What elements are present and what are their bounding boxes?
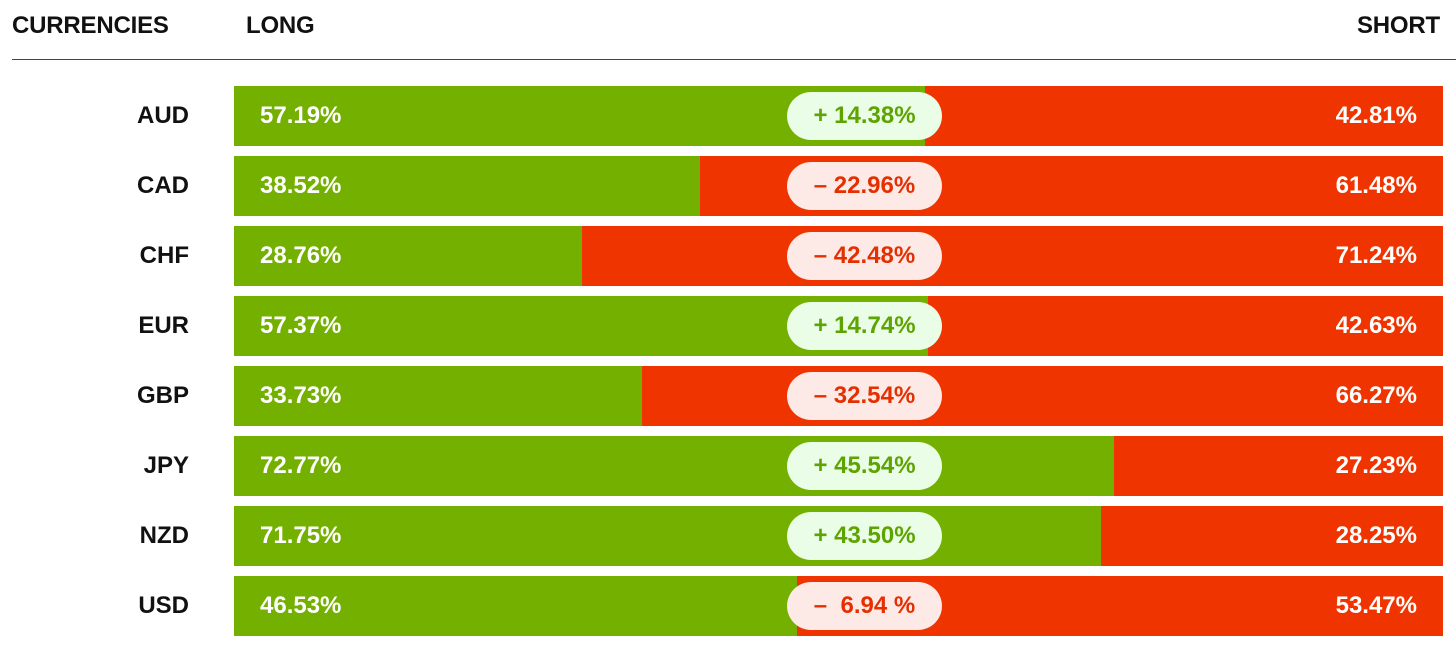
- currency-label: AUD: [137, 102, 189, 129]
- long-percent-label: 57.37%: [260, 312, 342, 339]
- short-percent-label: 28.25%: [1335, 522, 1417, 549]
- long-percent-label: 46.53%: [260, 592, 342, 619]
- long-column-header: LONG: [246, 12, 315, 39]
- long-percent-label: 72.77%: [260, 452, 342, 479]
- long-percent-label: 33.73%: [260, 382, 342, 409]
- currency-row: CAD 38.52% 61.48% – 22.96%: [0, 156, 1456, 216]
- short-column-header: SHORT: [1356, 12, 1440, 39]
- long-percent-label: 71.75%: [260, 522, 342, 549]
- long-bar-segment: [234, 156, 700, 216]
- short-percent-label: 53.47%: [1335, 592, 1417, 619]
- net-change-badge: – 32.54%: [787, 372, 942, 420]
- short-bar-segment: [1101, 506, 1443, 566]
- long-percent-label: 28.76%: [260, 242, 342, 269]
- stacked-bar: 38.52% 61.48% – 22.96%: [234, 156, 1443, 216]
- stacked-bar: 72.77% 27.23% + 45.54%: [234, 436, 1443, 496]
- short-percent-label: 42.81%: [1335, 102, 1417, 129]
- long-percent-label: 38.52%: [260, 172, 342, 199]
- currency-label: NZD: [139, 522, 189, 549]
- currency-row: USD 46.53% 53.47% – 6.94 %: [0, 576, 1456, 636]
- stacked-bar: 46.53% 53.47% – 6.94 %: [234, 576, 1443, 636]
- long-bar-segment: [234, 506, 1101, 566]
- net-change-badge: – 42.48%: [787, 232, 942, 280]
- currency-label: GBP: [136, 382, 189, 409]
- net-change-badge: + 43.50%: [787, 512, 942, 560]
- short-percent-label: 61.48%: [1335, 172, 1417, 199]
- currency-label: CAD: [137, 172, 189, 199]
- short-percent-label: 27.23%: [1335, 452, 1417, 479]
- short-percent-label: 42.63%: [1335, 312, 1417, 339]
- stacked-bar: 57.19% 42.81% + 14.38%: [234, 86, 1443, 146]
- currency-label: EUR: [138, 312, 189, 339]
- long-bar-segment: [234, 366, 642, 426]
- net-change-badge: + 14.74%: [787, 302, 942, 350]
- stacked-bar: 28.76% 71.24% – 42.48%: [234, 226, 1443, 286]
- short-percent-label: 71.24%: [1335, 242, 1417, 269]
- short-bar-segment: [925, 86, 1443, 146]
- currency-label: CHF: [139, 242, 189, 269]
- currency-label: JPY: [143, 452, 189, 479]
- long-percent-label: 57.19%: [260, 102, 342, 129]
- short-bar-segment: [582, 226, 1443, 286]
- short-percent-label: 66.27%: [1335, 382, 1417, 409]
- short-bar-segment: [928, 296, 1443, 356]
- currency-row: EUR 57.37% 42.63% + 14.74%: [0, 296, 1456, 356]
- net-change-badge: – 6.94 %: [787, 582, 942, 630]
- net-change-badge: – 22.96%: [787, 162, 942, 210]
- stacked-bar: 33.73% 66.27% – 32.54%: [234, 366, 1443, 426]
- stacked-bar: 57.37% 42.63% + 14.74%: [234, 296, 1443, 356]
- net-change-badge: + 14.38%: [787, 92, 942, 140]
- currency-label: USD: [138, 592, 189, 619]
- currency-row: GBP 33.73% 66.27% – 32.54%: [0, 366, 1456, 426]
- stacked-bar: 71.75% 28.25% + 43.50%: [234, 506, 1443, 566]
- net-change-badge: + 45.54%: [787, 442, 942, 490]
- currency-row: CHF 28.76% 71.24% – 42.48%: [0, 226, 1456, 286]
- currency-row: JPY 72.77% 27.23% + 45.54%: [0, 436, 1456, 496]
- header-divider: [12, 59, 1456, 60]
- long-bar-segment: [234, 436, 1114, 496]
- currency-row: AUD 57.19% 42.81% + 14.38%: [0, 86, 1456, 146]
- short-bar-segment: [642, 366, 1443, 426]
- short-bar-segment: [1114, 436, 1443, 496]
- long-bar-segment: [234, 226, 582, 286]
- currencies-column-header: CURRENCIES: [12, 12, 169, 39]
- long-bar-segment: [234, 576, 797, 636]
- currency-row: NZD 71.75% 28.25% + 43.50%: [0, 506, 1456, 566]
